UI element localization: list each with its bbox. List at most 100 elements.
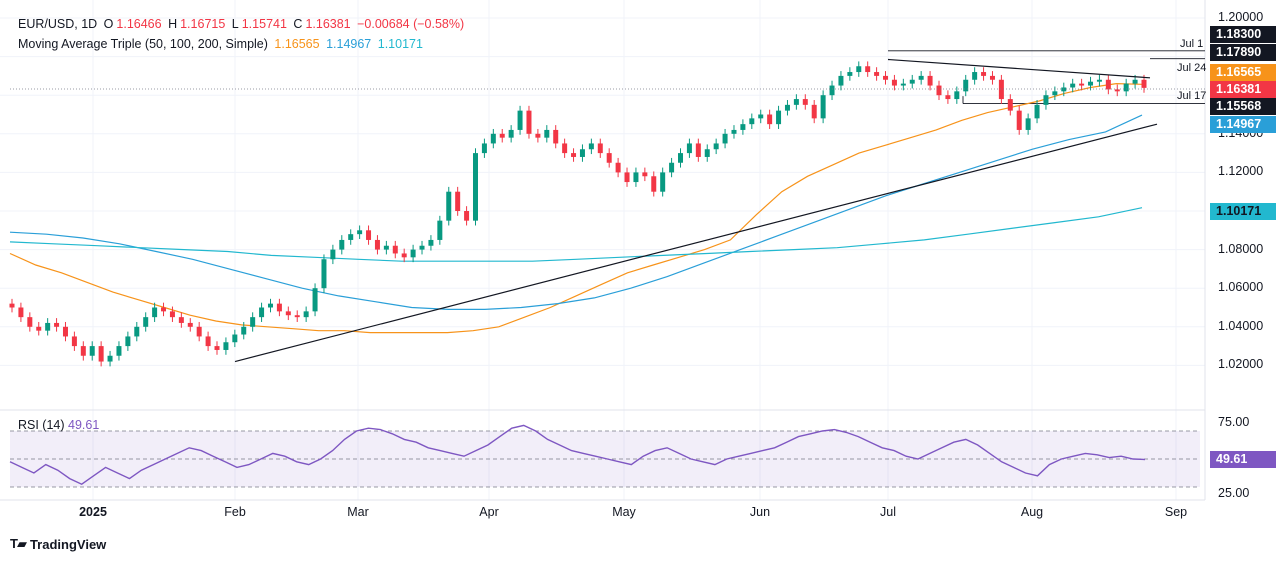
price-tick-label: 1.08000 (1218, 241, 1264, 256)
candle-body (579, 149, 585, 157)
candle-body (161, 307, 167, 312)
candle-body (891, 79, 897, 86)
candle-body (437, 220, 443, 240)
candle-body (588, 143, 594, 150)
price-tick-label: 1.06000 (1218, 280, 1264, 295)
ma50-value: 1.16565 (274, 37, 320, 51)
price-tag: 1.16565 (1210, 63, 1276, 81)
candle-body (419, 245, 425, 250)
candle-body (562, 143, 568, 154)
price-tick-label: 1.02000 (1218, 357, 1264, 372)
candle-body (954, 91, 960, 100)
candle-body (1052, 91, 1058, 96)
high-value: 1.16715 (180, 17, 226, 31)
candle-body (134, 326, 140, 337)
candle-body (642, 172, 648, 177)
open-value: 1.16466 (116, 17, 162, 31)
candle-body (259, 307, 265, 318)
candle-body (981, 72, 987, 76)
candle-body (571, 153, 577, 157)
time-tick-label: Mar (347, 505, 369, 519)
candle-body (1132, 79, 1138, 84)
candle-body (241, 326, 247, 335)
candle-body (713, 143, 719, 150)
moving-averages (9, 82, 1143, 334)
candle-body (704, 149, 710, 157)
ma50-line (9, 82, 1143, 334)
candle-body (1088, 81, 1094, 86)
candle-body (446, 191, 452, 221)
candle-body (187, 322, 193, 327)
resistance-trendline (887, 58, 1151, 79)
candle-body (874, 72, 880, 76)
candle-body (490, 133, 496, 144)
candle-body (624, 172, 630, 183)
candle-body (125, 336, 131, 347)
candle-body (1123, 83, 1129, 92)
candle-body (18, 307, 24, 318)
candle-body (1016, 110, 1022, 130)
candle-body (945, 95, 951, 100)
price-tick-label: 1.04000 (1218, 318, 1264, 333)
rsi-legend-value: 49.61 (68, 418, 100, 432)
candle-body (615, 162, 621, 173)
level-label: Jul 24 (1177, 62, 1207, 74)
candle-body (731, 129, 737, 134)
time-tick-label: Jul (880, 505, 896, 519)
candle-body (909, 79, 915, 84)
price-tag: 1.16381 (1210, 80, 1276, 98)
candle-body (1141, 79, 1147, 88)
price-tag: 1.15568 (1210, 97, 1276, 115)
candle-body (517, 110, 523, 130)
candle-body (89, 346, 95, 356)
rsi-series (9, 424, 1146, 486)
ma-legend: Moving Average Triple (50, 100, 200, Sim… (18, 37, 426, 51)
candle-body (232, 334, 238, 343)
grid (0, 0, 1205, 500)
candle-body (784, 104, 790, 111)
candle-body (116, 346, 122, 356)
candle-body (267, 303, 273, 308)
candle-body (900, 83, 906, 86)
tradingview-brand[interactable]: T▰ TradingView (10, 536, 106, 552)
candle-body (1114, 89, 1120, 92)
candle-body (678, 153, 684, 163)
price-tag: 1.14967 (1210, 115, 1276, 133)
candle-body (383, 245, 389, 250)
ma100-value: 1.14967 (326, 37, 372, 51)
candle-body (107, 355, 113, 362)
candle-body (918, 75, 924, 80)
symbol-label[interactable]: EUR/USD, 1D (18, 17, 98, 31)
candle-body (455, 191, 461, 211)
candle-body (553, 129, 559, 144)
candle-body (660, 172, 666, 192)
candle-body (9, 303, 15, 308)
candle-body (481, 143, 487, 154)
candle-body (348, 234, 354, 240)
candle-body (205, 336, 211, 347)
candle-body (1061, 87, 1067, 92)
candle-body (294, 315, 300, 318)
candle-body (169, 311, 175, 318)
candle-body (758, 114, 764, 119)
rsi-tick-label: 25.00 (1218, 486, 1250, 500)
ma-legend-label[interactable]: Moving Average Triple (50, 100, 200, Sim… (18, 37, 268, 51)
candle-body (472, 153, 478, 221)
candle-body (1034, 104, 1040, 119)
candle-body (1025, 118, 1031, 130)
candle-body (1079, 83, 1085, 86)
candle-body (865, 66, 871, 73)
candle-body (749, 118, 755, 125)
rsi-legend-label[interactable]: RSI (14) (18, 418, 65, 432)
candle-body (963, 79, 969, 92)
candle-body (972, 72, 978, 80)
candle-body (214, 346, 220, 350)
candle-body (1007, 99, 1013, 111)
candle-body (428, 239, 434, 246)
candle-body (998, 79, 1004, 100)
candle-body (223, 342, 229, 350)
candle-body (499, 133, 505, 138)
candle-body (62, 326, 68, 337)
candle-body (606, 153, 612, 163)
candle-body (54, 322, 60, 327)
